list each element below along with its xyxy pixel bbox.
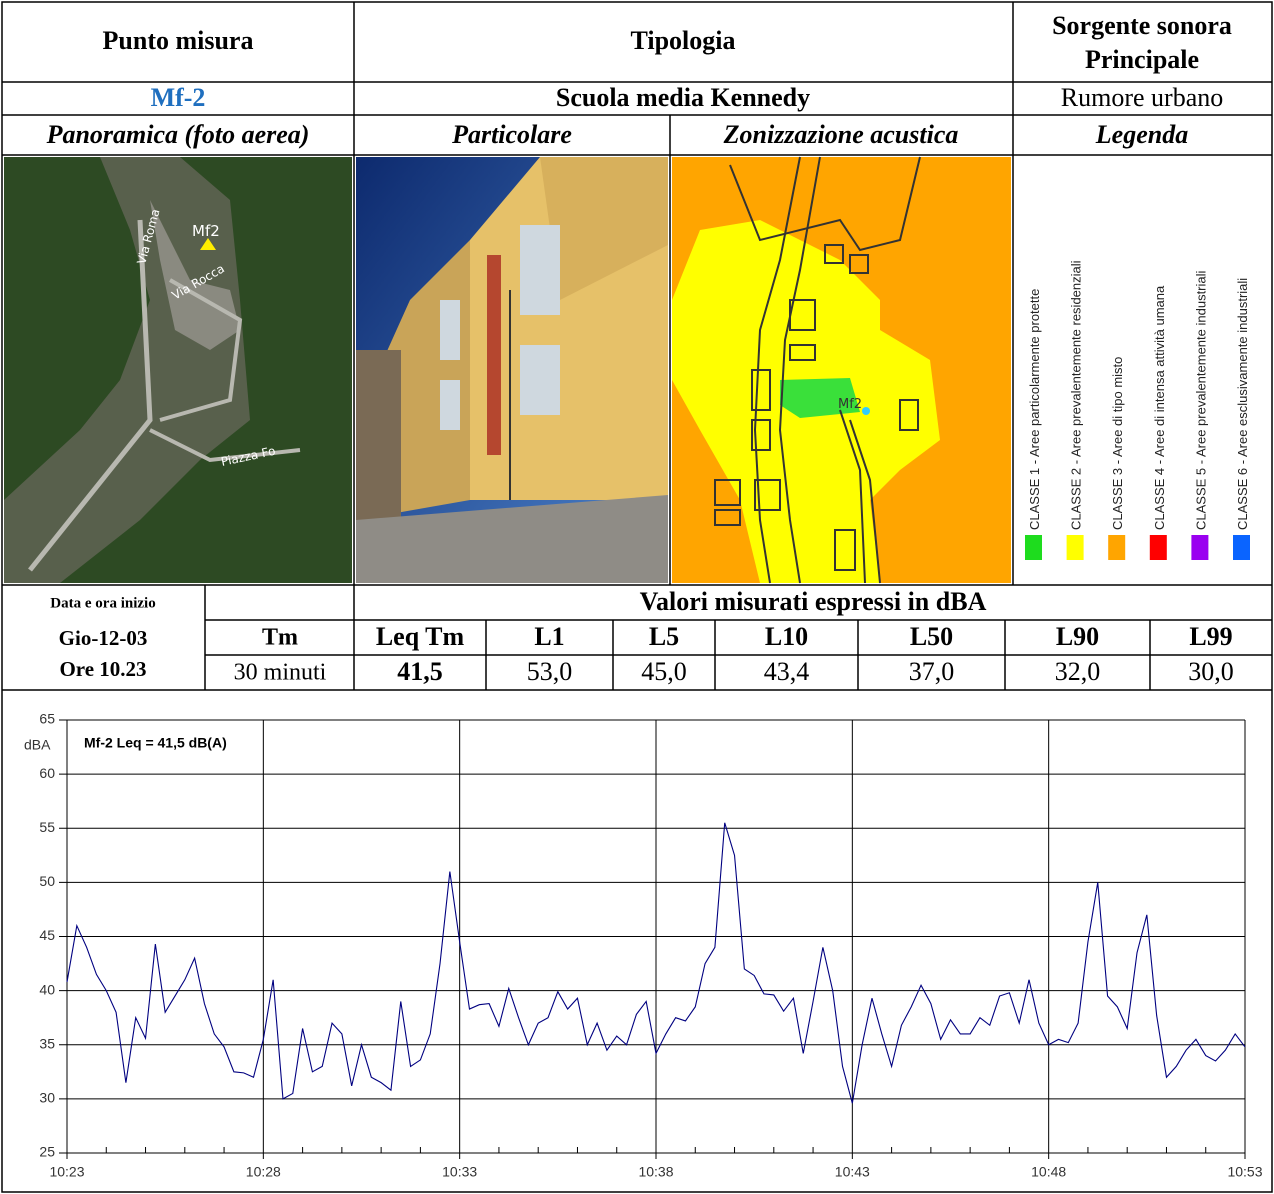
- zone-map: [672, 156, 1011, 584]
- legend-swatch: [1025, 535, 1042, 560]
- values-title: Valori misurati espressi in dBA: [640, 587, 987, 616]
- column-header: L1: [534, 622, 564, 651]
- measured-value: 45,0: [641, 657, 687, 686]
- legend-swatch: [1066, 535, 1084, 560]
- site-type: Scuola media Kennedy: [556, 83, 810, 112]
- legend-label: CLASSE 6 - Aree esclusivamente industria…: [1235, 278, 1250, 530]
- x-tick-label: 10:23: [49, 1164, 84, 1180]
- y-tick-label: 40: [39, 981, 55, 997]
- view-title: Panoramica (foto aerea): [46, 120, 310, 149]
- legend-label: CLASSE 5 - Aree prevalentemente industri…: [1193, 270, 1208, 530]
- chart-title: Mf-2 Leq = 41,5 dB(A): [84, 735, 227, 751]
- y-tick-label: 55: [39, 819, 55, 835]
- measured-value: 37,0: [909, 657, 955, 686]
- legend-swatch: [1108, 535, 1126, 560]
- y-tick-label: 25: [39, 1144, 55, 1160]
- photo-label: Mf2: [192, 222, 220, 240]
- legend-swatch: [1233, 535, 1250, 560]
- legend: CLASSE 1 - Aree particolarmente protette…: [1025, 260, 1250, 560]
- y-tick-label: 50: [39, 873, 55, 889]
- header-cell: Punto misura: [103, 26, 254, 55]
- legend-swatch: [1149, 535, 1167, 560]
- x-tick-label: 10:53: [1227, 1164, 1262, 1180]
- column-header: Leq Tm: [376, 622, 465, 651]
- measured-value: 41,5: [397, 657, 443, 686]
- date-label: Data e ora inizio: [50, 595, 155, 611]
- column-header: L99: [1189, 622, 1232, 651]
- y-tick-label: 45: [39, 927, 55, 943]
- tm-label: Tm: [262, 625, 298, 651]
- site-source: Rumore urbano: [1061, 83, 1223, 112]
- x-tick-label: 10:43: [835, 1164, 870, 1180]
- tm-value: 30 minuti: [234, 660, 327, 686]
- column-header: L90: [1056, 622, 1099, 651]
- header-cell: Sorgente sonora: [1052, 11, 1232, 40]
- legend-swatch: [1191, 535, 1209, 560]
- measured-value: 43,4: [764, 657, 810, 686]
- aerial-photo: [4, 157, 352, 583]
- photo-label: Mf2: [838, 397, 862, 412]
- column-header: L10: [765, 622, 808, 651]
- y-tick-label: 60: [39, 765, 55, 781]
- measured-value: 53,0: [527, 657, 573, 686]
- y-tick-label: 30: [39, 1090, 55, 1106]
- measurement-columns: Leq Tm 41,5 L1 53,0 L5 45,0 L10 43,4 L50 37,0 L90 3…: [376, 622, 1234, 686]
- legend-label: CLASSE 1 - Aree particolarmente protette: [1027, 289, 1042, 530]
- header-cell: Tipologia: [630, 26, 735, 55]
- site-id: Mf-2: [151, 83, 206, 112]
- data-line: [66, 822, 1246, 1104]
- view-title: Particolare: [451, 120, 572, 149]
- y-tick-label: 65: [39, 711, 55, 727]
- legend-label: CLASSE 3 - Aree di tipo misto: [1110, 357, 1125, 530]
- measured-value: 32,0: [1055, 657, 1101, 686]
- x-tick-label: 10:48: [1031, 1164, 1066, 1180]
- x-tick-label: 10:38: [638, 1164, 673, 1180]
- view-title: Legenda: [1095, 120, 1188, 149]
- y-axis-label: dBA: [24, 737, 51, 753]
- x-tick-label: 10:33: [442, 1164, 477, 1180]
- view-title: Zonizzazione acustica: [723, 120, 959, 149]
- chart: dBA Mf-2 Leq = 41,5 dB(A) 25 30 35 40 45 50 55…: [24, 711, 1263, 1180]
- measured-value: 30,0: [1188, 657, 1234, 686]
- y-tick-label: 35: [39, 1035, 55, 1051]
- date-value: Gio-12-03: [59, 626, 148, 650]
- legend-label: CLASSE 2 - Aree prevalentemente residenz…: [1069, 260, 1084, 530]
- detail-photo: [356, 157, 668, 583]
- header-cell: Principale: [1085, 45, 1199, 74]
- x-tick-label: 10:28: [246, 1164, 281, 1180]
- column-header: L50: [910, 622, 953, 651]
- column-header: L5: [649, 622, 679, 651]
- legend-label: CLASSE 4 - Aree di intensa attività uman…: [1152, 285, 1167, 530]
- time-value: Ore 10.23: [59, 657, 146, 681]
